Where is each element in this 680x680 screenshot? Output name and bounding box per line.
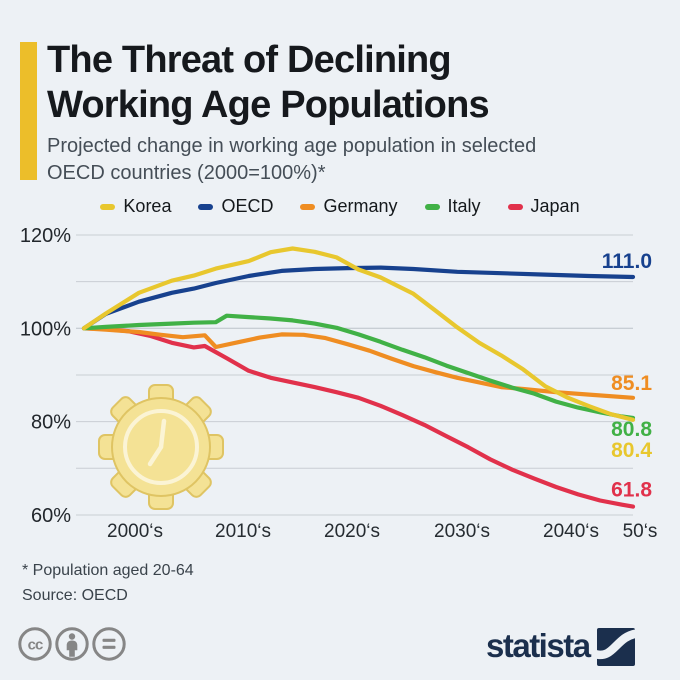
clock-gear-watermark-icon (98, 384, 224, 510)
legend-swatch-japan (507, 203, 523, 210)
chart-svg: 120% 100% 80% 60% 2000‘s 2010‘s 2020‘s 2030‘s 20… (20, 225, 658, 542)
title-accent-bar (20, 42, 37, 180)
end-label-germany: 85.1 (611, 372, 652, 395)
page-title: The Threat of Declining Working Age Popu… (47, 38, 490, 128)
x-axis-tick-label: 2020‘s (324, 521, 380, 542)
footnote-population: * Population aged 20-64 (22, 562, 194, 579)
legend-label: Japan (530, 196, 580, 216)
legend-item-italy: Italy (424, 196, 481, 217)
no-derivatives-icon (92, 627, 126, 661)
legend-label: Germany (323, 196, 398, 216)
chart-subtitle: Projected change in working age populati… (47, 133, 536, 187)
statista-logo-icon (596, 628, 635, 666)
statista-logo-link[interactable]: statista (486, 626, 635, 666)
line-japan (81, 326, 636, 509)
data-series-lines (81, 246, 636, 509)
statista-wordmark: statista (486, 627, 591, 664)
x-axis-tick-label: 2040‘s (543, 521, 599, 542)
line-oecd (81, 265, 636, 331)
x-axis-tick-label: 50‘s (623, 521, 658, 542)
legend-label: OECD (221, 196, 274, 216)
end-label-italy: 80.8 (611, 418, 652, 441)
legend-item-korea: Korea (100, 196, 171, 217)
footnotes: * Population aged 20-64 Source: OECD (22, 558, 194, 608)
y-axis-tick-label: 120% (20, 225, 71, 247)
end-label-korea: 80.4 (611, 439, 652, 462)
title-line-1: The Threat of Declining (47, 39, 452, 81)
y-axis-tick-label: 100% (20, 318, 71, 340)
attribution-icon (55, 627, 89, 661)
series-end-value-labels: 80.4 111.0 85.1 80.8 61.8 (602, 250, 653, 502)
title-line-2: Working Age Populations (47, 84, 490, 126)
license-icons-link[interactable]: cc (16, 624, 128, 669)
x-axis-tick-label: 2010‘s (215, 521, 271, 542)
legend-swatch-germany (300, 203, 316, 210)
chart-legend: Korea OECD Germany Italy Japan (0, 196, 680, 217)
x-axis-tick-label: 2000‘s (107, 521, 163, 542)
subtitle-line-1: Projected change in working age populati… (47, 135, 537, 157)
subtitle-line-2: OECD countries (2000=100%)* (47, 162, 326, 184)
legend-label: Korea (123, 196, 172, 216)
legend-item-japan: Japan (507, 196, 580, 217)
legend-swatch-oecd (198, 203, 214, 210)
cc-icon: cc (18, 627, 52, 661)
y-axis-tick-label: 60% (31, 505, 71, 527)
y-axis-tick-label: 80% (31, 412, 71, 434)
line-italy (81, 313, 636, 420)
line-korea (81, 246, 636, 422)
legend-item-germany: Germany (300, 196, 398, 217)
footnote-source: Source: OECD (22, 587, 128, 604)
svg-text:cc: cc (28, 637, 43, 654)
legend-swatch-italy (424, 203, 440, 210)
end-label-oecd: 111.0 (602, 250, 652, 273)
axis-labels: 120% 100% 80% 60% 2000‘s 2010‘s 2020‘s 2030‘s 20… (20, 225, 658, 542)
x-axis-tick-label: 2030‘s (434, 521, 490, 542)
legend-label: Italy (447, 196, 481, 216)
end-label-japan: 61.8 (611, 479, 652, 502)
legend-swatch-korea (100, 203, 116, 210)
chart-area: 120% 100% 80% 60% 2000‘s 2010‘s 2020‘s 2030‘s 20… (0, 225, 680, 555)
legend-item-oecd: OECD (198, 196, 273, 217)
